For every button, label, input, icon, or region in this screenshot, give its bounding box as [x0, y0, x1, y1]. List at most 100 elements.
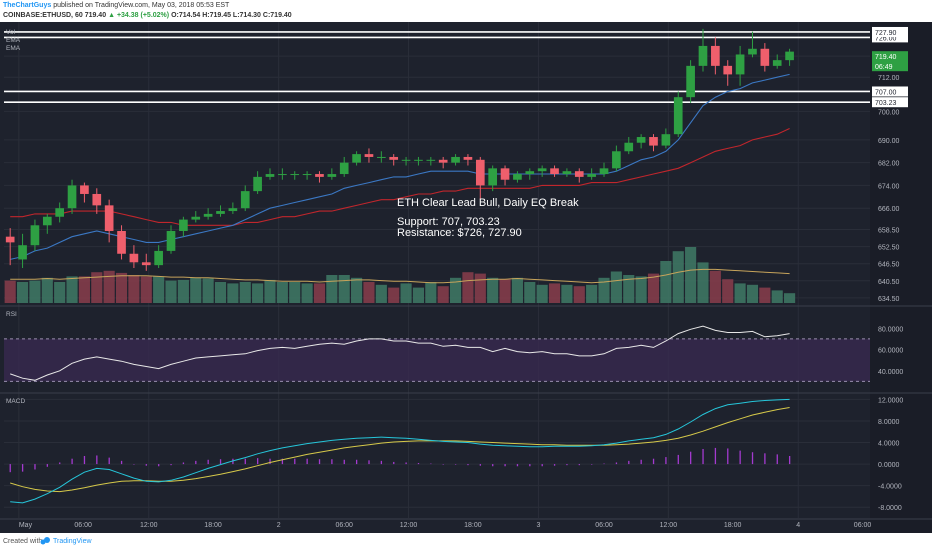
- macd-line: [10, 398, 790, 504]
- volume-bar: [660, 261, 672, 303]
- volume-bar: [289, 282, 301, 303]
- candle-body: [290, 174, 300, 176]
- macd-histogram-bar: [96, 455, 98, 465]
- macd-histogram-bar: [158, 464, 160, 467]
- volume-bar: [227, 283, 239, 303]
- volume-bar: [165, 280, 177, 303]
- macd-histogram-bar: [591, 464, 593, 465]
- candle-body: [179, 219, 188, 231]
- macd-axis-label: 8.0000: [878, 419, 900, 426]
- symbol: COINBASE:ETHUSD, 60: [3, 12, 83, 19]
- volume-bar: [29, 280, 41, 303]
- candle-body: [550, 168, 559, 175]
- candle-body: [203, 213, 213, 217]
- volume-bar: [313, 283, 326, 303]
- time-axis-label: 06:00: [74, 522, 92, 529]
- candle-body: [513, 174, 522, 180]
- volume-bar: [548, 283, 561, 303]
- author-name[interactable]: TheChartGuys: [3, 2, 52, 9]
- candle-body: [401, 159, 411, 161]
- time-axis-label: 4: [796, 522, 800, 529]
- time-axis-label: 06:00: [595, 522, 613, 529]
- macd-axis-label: 0.0000: [878, 462, 900, 469]
- candle-body: [154, 250, 163, 266]
- candle-body: [191, 216, 201, 220]
- level-price-label: 703.23: [875, 100, 897, 107]
- rsi-axis-label: 40.0000: [878, 369, 903, 376]
- volume-bar: [487, 277, 499, 303]
- indicator-label: EMA: [6, 45, 21, 52]
- candle-body: [636, 137, 646, 143]
- candle-body: [772, 60, 782, 66]
- candle-body: [117, 230, 126, 254]
- macd-histogram-bar: [430, 463, 432, 465]
- macd-histogram-bar: [145, 464, 147, 466]
- candle-body: [426, 159, 436, 161]
- macd-histogram-bar: [219, 459, 222, 465]
- chart-header: TheChartGuys published on TradingView.co…: [0, 0, 932, 22]
- time-axis-label: 12:00: [400, 522, 418, 529]
- candle-body: [649, 137, 658, 146]
- indicator-label: EMA: [6, 37, 21, 44]
- candle-body: [488, 168, 498, 186]
- price-axis-label: 682.00: [878, 161, 900, 168]
- volume-bar: [561, 284, 573, 303]
- candle-body: [141, 262, 151, 266]
- candle-body: [463, 156, 473, 160]
- publish-date: published on TradingView.com, May 03, 20…: [53, 2, 230, 9]
- candle-body: [438, 159, 448, 163]
- volume-bar: [734, 283, 746, 303]
- macd-histogram-bar: [393, 461, 395, 465]
- macd-histogram-bar: [467, 464, 469, 466]
- volume-ma-line: [10, 268, 790, 284]
- candle-body: [80, 185, 89, 194]
- macd-histogram-bar: [355, 459, 358, 465]
- candle-body: [315, 174, 324, 177]
- candle-body: [624, 142, 634, 152]
- price-axis-label: 652.50: [878, 245, 900, 252]
- time-axis-label: 06:00: [854, 522, 872, 529]
- time-axis-label: 18:00: [464, 522, 482, 529]
- macd-histogram-bar: [652, 458, 655, 465]
- time-axis-label: May: [19, 522, 33, 529]
- macd-histogram-bar: [727, 448, 729, 465]
- time-axis-label: 2: [277, 522, 281, 529]
- candle-body: [723, 65, 733, 75]
- candle-body: [574, 171, 584, 177]
- macd-histogram-bar: [566, 464, 568, 466]
- macd-histogram-bar: [120, 460, 123, 465]
- macd-histogram-bar: [34, 464, 36, 470]
- macd-histogram-bar: [269, 458, 271, 465]
- candle-countdown: 06:49: [875, 64, 893, 71]
- candle-body: [587, 174, 596, 177]
- macd-histogram-bar: [331, 459, 333, 465]
- created-with-text: Created with: [3, 538, 43, 545]
- tradingview-brand[interactable]: TradingView: [53, 538, 92, 545]
- volume-bar: [140, 276, 152, 303]
- volume-bar: [4, 280, 16, 303]
- ohlc-values: O:714.54 H:719.45 L:714.30 C:719.40: [171, 12, 292, 19]
- rsi-axis-label: 60.0000: [878, 348, 903, 355]
- candle-body: [265, 174, 275, 177]
- publish-info: TheChartGuys published on TradingView.co…: [3, 2, 229, 9]
- macd-histogram-bar: [702, 448, 704, 465]
- candle-body: [253, 176, 262, 192]
- macd-axis-label: -8.0000: [878, 505, 902, 512]
- level-price-label: 707.00: [875, 89, 897, 96]
- volume-bar: [635, 276, 647, 303]
- volume-bar: [536, 284, 548, 303]
- macd-histogram-bar: [714, 447, 717, 465]
- candle-body: [451, 156, 460, 163]
- candle-body: [376, 156, 386, 158]
- level-price-tag: [872, 86, 908, 97]
- volume-bar: [771, 290, 783, 303]
- candle-body: [302, 174, 312, 176]
- macd-axis-label: 12.0000: [878, 397, 903, 404]
- symbol-info: COINBASE:ETHUSD, 60 719.40 ▲ +34.38 (+5.…: [3, 12, 292, 19]
- candle-body: [18, 245, 27, 260]
- rsi-line: [10, 325, 790, 381]
- candle-body: [537, 168, 547, 172]
- chart-canvas[interactable]: VolEMAEMA634.50640.50646.50652.50658.506…: [0, 22, 932, 533]
- level-price-label: 726.00: [875, 35, 897, 42]
- macd-histogram-bar: [170, 464, 172, 466]
